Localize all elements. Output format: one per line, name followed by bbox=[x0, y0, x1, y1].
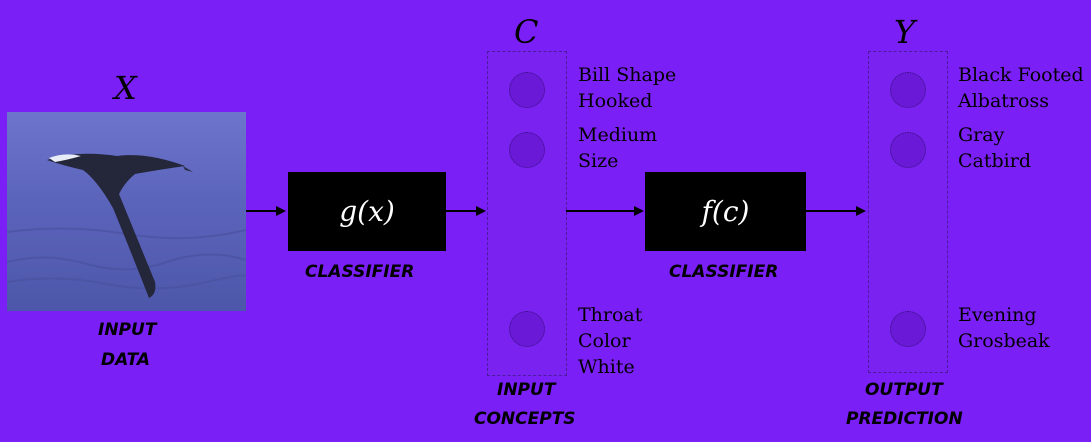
output-symbol: Y bbox=[894, 13, 916, 51]
concept-label-2-line2: Size bbox=[578, 150, 619, 172]
output-label-1-line1: Black Footed bbox=[958, 64, 1084, 86]
concept-label-1-line1: Bill Shape bbox=[578, 64, 677, 86]
concept-node-3 bbox=[509, 311, 545, 347]
output-node-1 bbox=[890, 72, 926, 108]
concept-label-3-line1: Throat bbox=[578, 304, 643, 326]
concept-node-1 bbox=[509, 72, 545, 108]
output-caption-line1: OUTPUT bbox=[865, 380, 943, 400]
concept-label-3: Throat Color White bbox=[578, 302, 642, 380]
input-symbol: X bbox=[114, 69, 137, 107]
output-label-2-line1: Gray bbox=[958, 124, 1005, 146]
f-classifier-box: f(c) bbox=[645, 172, 806, 251]
output-label-3: Evening Grosbeak bbox=[958, 302, 1050, 354]
g-classifier-caption: CLASSIFIER bbox=[305, 262, 415, 282]
output-node-3 bbox=[890, 311, 926, 347]
arrow-concepts-to-f bbox=[566, 206, 644, 216]
g-classifier-box: g(x) bbox=[288, 172, 446, 251]
input-caption-line2: DATA bbox=[101, 350, 151, 370]
arrow-input-to-g bbox=[246, 206, 286, 216]
concepts-symbol: C bbox=[514, 13, 539, 51]
concept-label-2-line1: Medium bbox=[578, 124, 658, 146]
output-caption-line2: PREDICTION bbox=[846, 409, 963, 429]
arrow-g-to-concepts bbox=[446, 206, 486, 216]
bird-photo bbox=[7, 112, 246, 311]
output-label-1: Black Footed Albatross bbox=[958, 62, 1084, 114]
concept-label-3-line2: Color bbox=[578, 330, 631, 352]
input-caption-line1: INPUT bbox=[98, 320, 157, 340]
concept-node-2 bbox=[509, 132, 545, 168]
output-label-3-line1: Evening bbox=[958, 304, 1037, 326]
output-node-2 bbox=[890, 132, 926, 168]
concepts-column bbox=[487, 51, 567, 376]
f-classifier-caption: CLASSIFIER bbox=[669, 262, 779, 282]
output-label-1-line2: Albatross bbox=[958, 90, 1049, 112]
concept-label-3-line3: White bbox=[578, 356, 635, 378]
arrow-f-to-output bbox=[806, 206, 866, 216]
concepts-caption-line1: INPUT bbox=[497, 380, 556, 400]
concept-label-1-line2: Hooked bbox=[578, 90, 653, 112]
output-column bbox=[868, 51, 948, 373]
output-label-2-line2: Catbird bbox=[958, 150, 1031, 172]
output-label-3-line2: Grosbeak bbox=[958, 330, 1050, 352]
concept-label-2: Medium Size bbox=[578, 122, 657, 174]
concept-label-1: Bill Shape Hooked bbox=[578, 62, 676, 114]
concepts-caption-line2: CONCEPTS bbox=[474, 409, 576, 429]
albatross-illustration bbox=[7, 153, 246, 298]
output-label-2: Gray Catbird bbox=[958, 122, 1031, 174]
